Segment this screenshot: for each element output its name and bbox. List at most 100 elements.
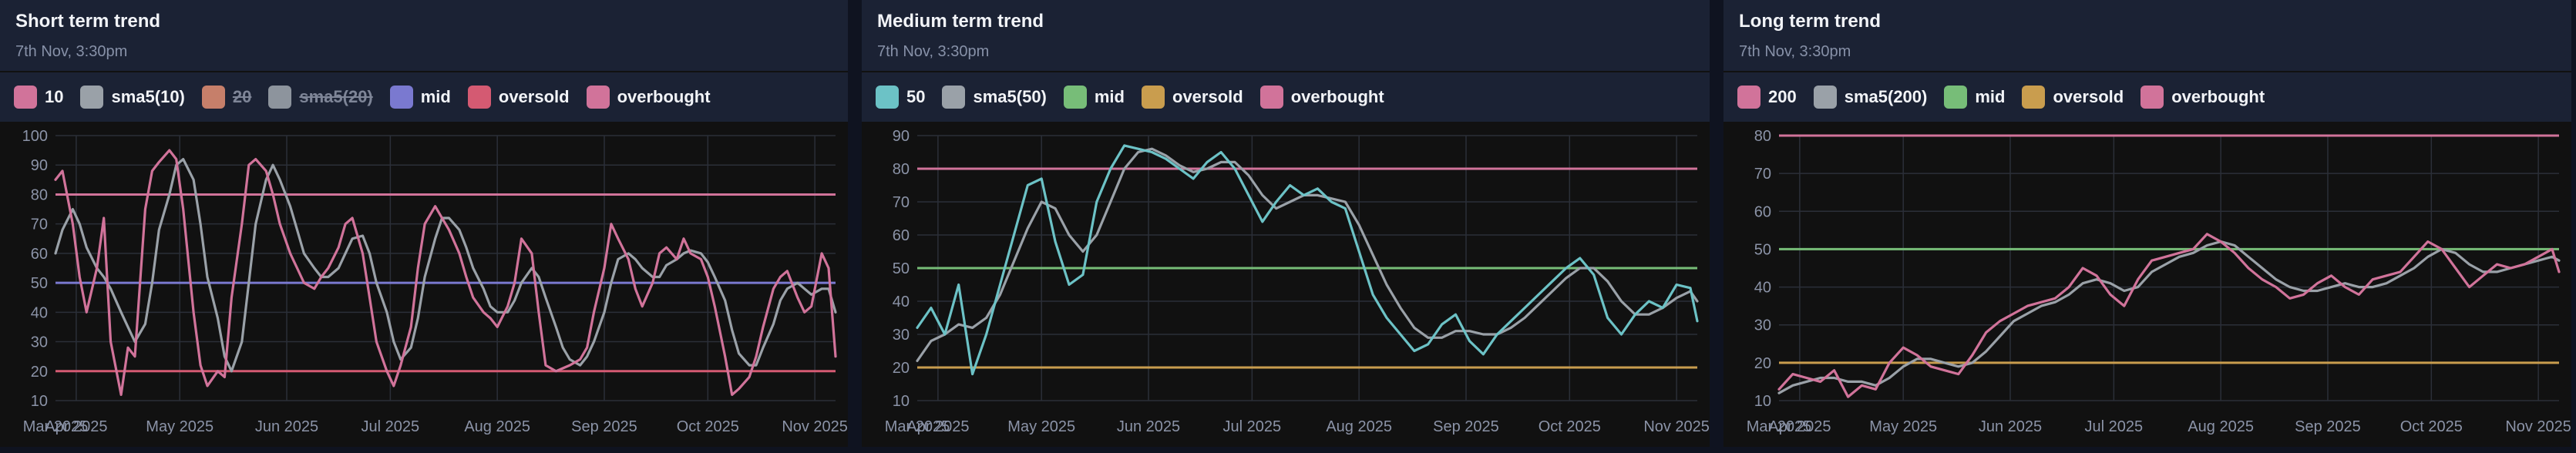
legend-swatch bbox=[268, 86, 292, 109]
x-tick-label: May 2025 bbox=[1007, 418, 1075, 435]
y-tick-label: 70 bbox=[1754, 166, 1771, 183]
legend-item[interactable]: mid bbox=[389, 86, 451, 109]
x-tick-label: Mar 2025 bbox=[23, 418, 89, 435]
x-tick-label: Jul 2025 bbox=[2085, 418, 2144, 435]
series-line bbox=[1777, 233, 2561, 398]
series-line bbox=[916, 147, 1699, 362]
legend-label: overbought bbox=[617, 87, 711, 106]
x-tick-label: May 2025 bbox=[146, 418, 214, 435]
legend-swatch bbox=[1944, 86, 1968, 109]
legend-label: mid bbox=[1975, 87, 2006, 106]
y-tick-label: 90 bbox=[893, 128, 910, 145]
y-tick-label: 60 bbox=[893, 227, 910, 244]
y-tick-label: 80 bbox=[31, 186, 48, 203]
y-tick-label: 10 bbox=[1754, 393, 1771, 410]
y-tick-label: 60 bbox=[1754, 203, 1771, 220]
legend-swatch bbox=[1142, 86, 1165, 109]
legend-label: oversold bbox=[498, 87, 570, 106]
y-tick-label: 10 bbox=[893, 393, 910, 410]
y-tick-label: 40 bbox=[1754, 280, 1771, 297]
series-line bbox=[54, 157, 837, 373]
x-tick-label: Nov 2025 bbox=[2505, 418, 2571, 435]
y-tick-label: 30 bbox=[893, 327, 910, 344]
legend-item[interactable]: oversold bbox=[467, 86, 570, 109]
panel-timestamp: 7th Nov, 3:30pm bbox=[877, 43, 990, 60]
series-line bbox=[916, 144, 1699, 376]
legend-item[interactable]: sma5(50) bbox=[942, 86, 1047, 109]
y-tick-label: 70 bbox=[893, 194, 910, 211]
x-tick-label: Mar 2025 bbox=[1747, 418, 1812, 435]
legend-swatch bbox=[586, 86, 610, 109]
legend: 50 sma5(50) mid oversold overbought bbox=[862, 72, 1710, 122]
legend-swatch bbox=[1063, 86, 1087, 109]
legend-item[interactable]: sma5(20) bbox=[268, 86, 373, 109]
chart-panel: Long term trend 7th Nov, 3:30pm 200 sma5(20… bbox=[1723, 0, 2571, 453]
y-tick-label: 90 bbox=[31, 157, 48, 174]
y-tick-label: 20 bbox=[893, 360, 910, 377]
panel-timestamp: 7th Nov, 3:30pm bbox=[1739, 43, 1851, 60]
bottom-strip bbox=[0, 447, 2576, 453]
legend-item[interactable]: mid bbox=[1063, 86, 1125, 109]
legend-swatch bbox=[1259, 86, 1283, 109]
x-tick-label: Jul 2025 bbox=[362, 418, 420, 435]
x-tick-label: Aug 2025 bbox=[464, 418, 530, 435]
legend-item[interactable]: 20 bbox=[201, 86, 252, 109]
legend-item[interactable]: oversold bbox=[1142, 86, 1243, 109]
y-tick-label: 10 bbox=[31, 393, 48, 410]
x-tick-label: Apr 2025 bbox=[1768, 418, 1831, 435]
legend-item[interactable]: oversold bbox=[2022, 86, 2124, 109]
x-tick-label: Sep 2025 bbox=[2295, 418, 2361, 435]
legend-label: oversold bbox=[2053, 87, 2124, 106]
legend-item[interactable]: sma5(10) bbox=[80, 86, 185, 109]
legend-item[interactable]: 200 bbox=[1737, 86, 1797, 109]
y-tick-label: 40 bbox=[31, 304, 48, 321]
x-tick-label: Nov 2025 bbox=[1643, 418, 1710, 435]
x-tick-label: Jun 2025 bbox=[255, 418, 318, 435]
y-tick-label: 30 bbox=[1754, 317, 1771, 334]
y-tick-label: 50 bbox=[31, 275, 48, 292]
y-tick-label: 80 bbox=[893, 161, 910, 178]
x-tick-label: Jul 2025 bbox=[1223, 418, 1282, 435]
legend-item[interactable]: 10 bbox=[14, 86, 63, 109]
legend-swatch bbox=[14, 86, 37, 109]
panel-title: Short term trend bbox=[15, 11, 161, 32]
legend-swatch bbox=[1813, 86, 1837, 109]
legend-label: sma5(50) bbox=[973, 87, 1047, 106]
x-tick-label: Oct 2025 bbox=[1539, 418, 1601, 435]
x-tick-label: May 2025 bbox=[1869, 418, 1937, 435]
legend-label: sma5(200) bbox=[1844, 87, 1928, 106]
x-tick-label: Oct 2025 bbox=[2400, 418, 2463, 435]
x-tick-label: Nov 2025 bbox=[782, 418, 848, 435]
y-tick-label: 50 bbox=[1754, 241, 1771, 258]
series-line bbox=[54, 149, 837, 396]
legend-swatch bbox=[2022, 86, 2046, 109]
legend-swatch bbox=[1737, 86, 1760, 109]
legend-label: mid bbox=[1094, 87, 1125, 106]
legend-item[interactable]: mid bbox=[1944, 86, 2005, 109]
legend-item[interactable]: 50 bbox=[876, 86, 925, 109]
chart-panel: Medium term trend 7th Nov, 3:30pm 50 sma5(5… bbox=[862, 0, 1710, 453]
panel-title: Medium term trend bbox=[877, 11, 1044, 32]
legend-item[interactable]: sma5(200) bbox=[1813, 86, 1928, 109]
legend-item[interactable]: overbought bbox=[2141, 86, 2265, 109]
legend-item[interactable]: overbought bbox=[586, 86, 711, 109]
legend-swatch bbox=[389, 86, 413, 109]
x-tick-label: Sep 2025 bbox=[571, 418, 637, 435]
y-tick-label: 20 bbox=[1754, 355, 1771, 372]
y-tick-label: 20 bbox=[31, 364, 48, 381]
panel-header: Short term trend 7th Nov, 3:30pm bbox=[0, 0, 848, 71]
legend-swatch bbox=[201, 86, 225, 109]
y-tick-label: 40 bbox=[893, 294, 910, 310]
y-tick-label: 50 bbox=[893, 260, 910, 277]
legend-item[interactable]: overbought bbox=[1259, 86, 1384, 109]
legend-label: 20 bbox=[232, 87, 252, 106]
y-tick-label: 100 bbox=[22, 128, 48, 145]
panel-title: Long term trend bbox=[1739, 11, 1881, 32]
legend-swatch bbox=[467, 86, 491, 109]
legend-label: 50 bbox=[906, 87, 926, 106]
y-tick-label: 60 bbox=[31, 246, 48, 263]
x-tick-label: Jun 2025 bbox=[1117, 418, 1180, 435]
x-tick-label: Jun 2025 bbox=[1979, 418, 2042, 435]
